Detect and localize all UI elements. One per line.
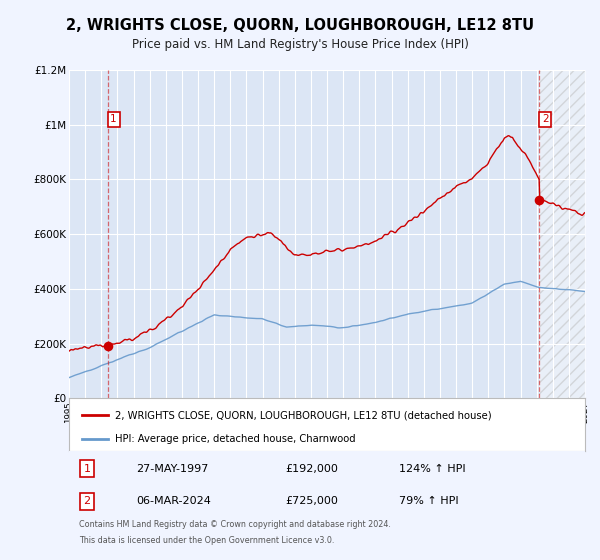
Point	[78, 412, 86, 418]
Text: This data is licensed under the Open Government Licence v3.0.: This data is licensed under the Open Gov…	[79, 536, 335, 545]
Text: Contains HM Land Registry data © Crown copyright and database right 2024.: Contains HM Land Registry data © Crown c…	[79, 520, 391, 529]
Text: £725,000: £725,000	[286, 496, 338, 506]
Text: 27-MAY-1997: 27-MAY-1997	[136, 464, 208, 474]
Point	[104, 412, 112, 418]
Text: HPI: Average price, detached house, Charnwood: HPI: Average price, detached house, Char…	[115, 434, 356, 444]
Text: 2, WRIGHTS CLOSE, QUORN, LOUGHBOROUGH, LE12 8TU: 2, WRIGHTS CLOSE, QUORN, LOUGHBOROUGH, L…	[66, 18, 534, 32]
Text: Price paid vs. HM Land Registry's House Price Index (HPI): Price paid vs. HM Land Registry's House …	[131, 38, 469, 52]
Text: £192,000: £192,000	[286, 464, 338, 474]
Point	[78, 436, 86, 442]
Text: 124% ↑ HPI: 124% ↑ HPI	[399, 464, 466, 474]
Text: 2: 2	[83, 496, 91, 506]
Text: 1: 1	[110, 114, 117, 124]
Text: 2: 2	[542, 114, 548, 124]
Text: 1: 1	[83, 464, 91, 474]
Bar	[539, 70, 585, 398]
Text: 2, WRIGHTS CLOSE, QUORN, LOUGHBOROUGH, LE12 8TU (detached house): 2, WRIGHTS CLOSE, QUORN, LOUGHBOROUGH, L…	[115, 410, 492, 420]
Point	[103, 341, 113, 350]
Point	[104, 436, 112, 442]
Text: 79% ↑ HPI: 79% ↑ HPI	[399, 496, 459, 506]
Point	[535, 195, 544, 204]
Text: 06-MAR-2024: 06-MAR-2024	[136, 496, 211, 506]
